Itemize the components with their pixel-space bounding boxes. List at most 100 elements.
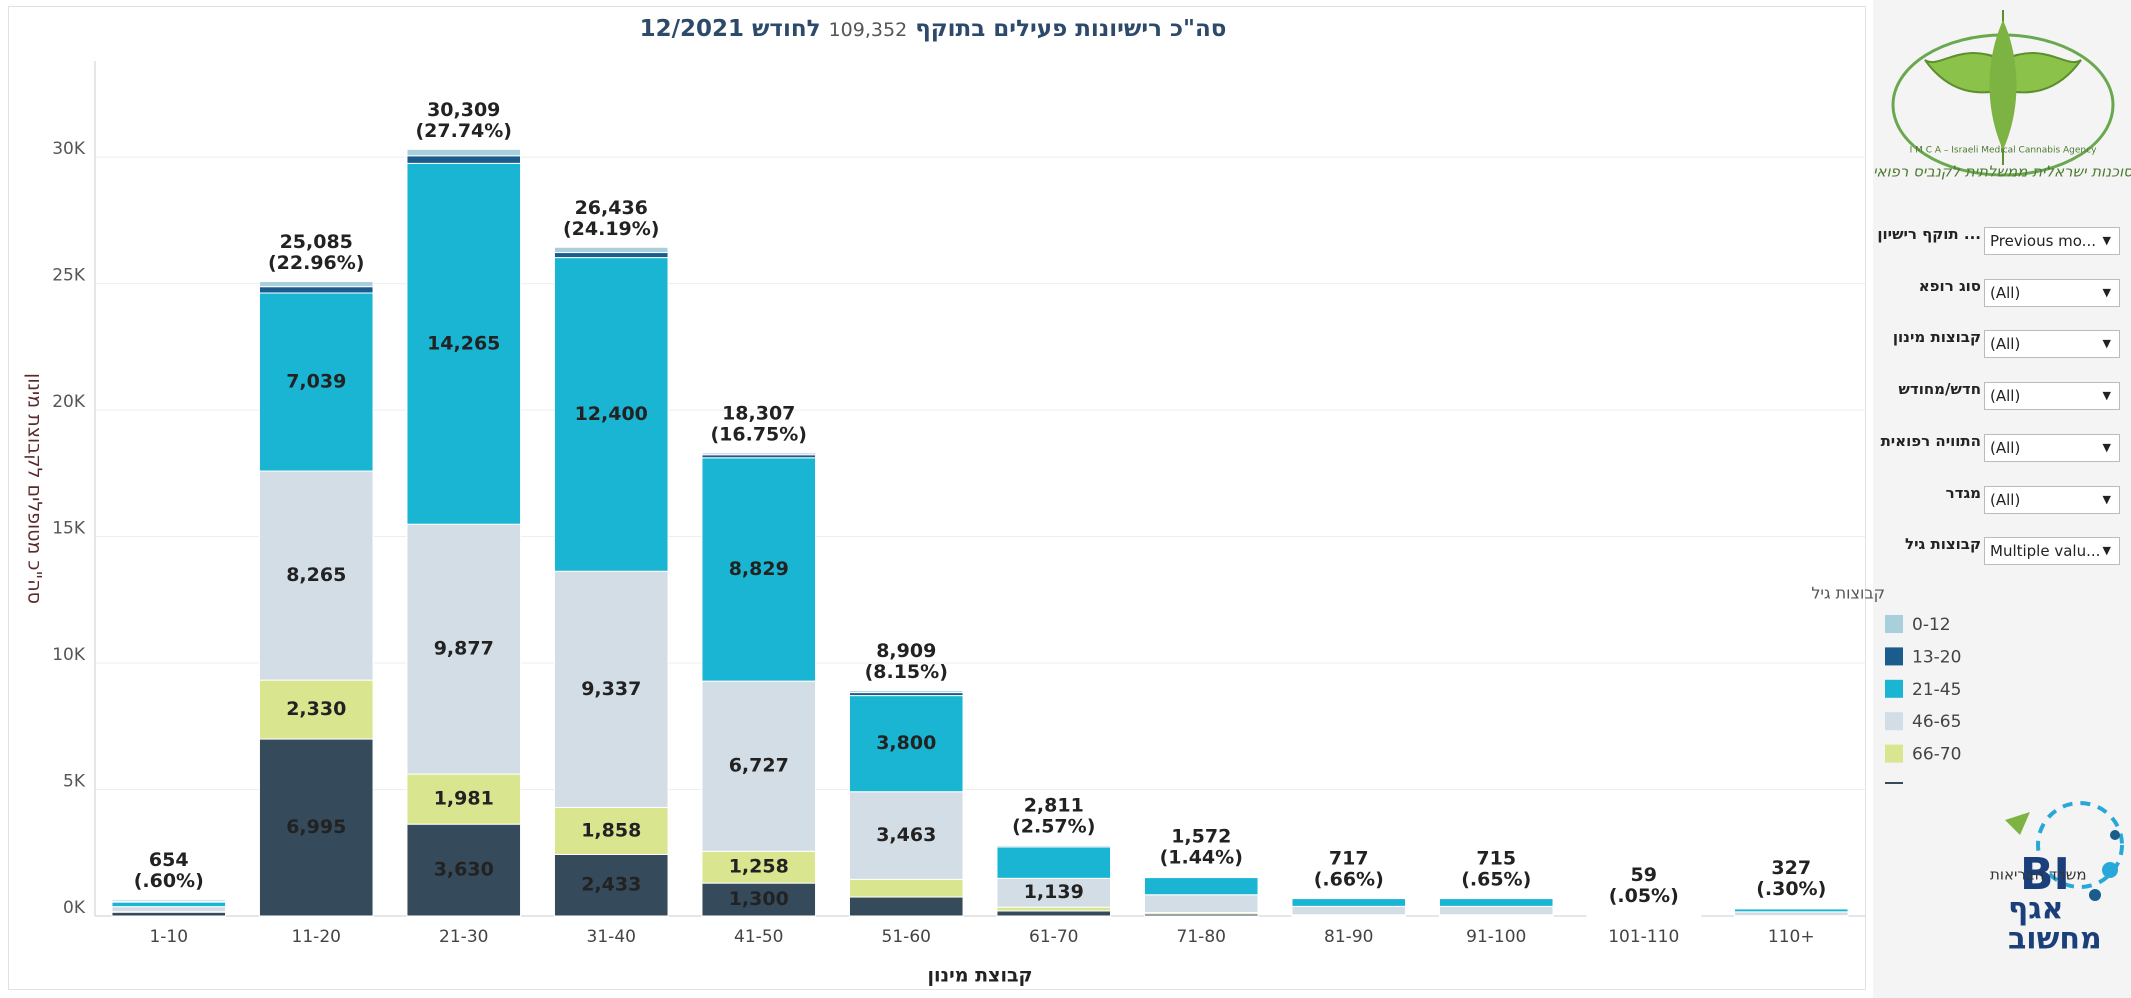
segment-label: 9,877 bbox=[434, 638, 494, 660]
logo-he: סוכנות ישראלית ממשלתית לקנביס רפואי bbox=[1873, 163, 2131, 181]
bar-segment bbox=[701, 457, 817, 682]
x-tick-label: 91-100 bbox=[1466, 927, 1526, 947]
y-tick-label: 25K bbox=[52, 266, 86, 286]
filter-label: קבוצות גיל bbox=[1905, 535, 1981, 554]
filter-label: ... תוקף רישיון bbox=[1877, 225, 1981, 243]
legend-swatch bbox=[1885, 744, 1903, 763]
bar-segment bbox=[996, 844, 1112, 847]
bar-segment bbox=[111, 906, 227, 913]
x-tick-label: 81-90 bbox=[1324, 927, 1373, 947]
filter-dropdown[interactable]: Multiple valu... bbox=[1984, 537, 2120, 566]
x-tick-label: 21-30 bbox=[439, 927, 488, 947]
legend-label: 21-45 bbox=[1912, 680, 1961, 700]
bi-computing: מחשוב bbox=[2008, 922, 2102, 957]
filter-label: מגדר bbox=[1945, 483, 1981, 502]
filter-dropdown[interactable]: (All) bbox=[1984, 278, 2120, 307]
bar-segment bbox=[258, 738, 374, 917]
filter-dropdown[interactable]: (All) bbox=[1984, 485, 2120, 514]
bar-segment bbox=[1438, 898, 1554, 907]
percent-label: (1.44%) bbox=[1160, 847, 1243, 869]
bar-segment bbox=[406, 823, 522, 917]
y-tick-label: 15K bbox=[52, 519, 86, 539]
segment-label: 1,258 bbox=[729, 856, 789, 878]
percent-label: (16.75%) bbox=[710, 423, 807, 445]
segment-label: 1,139 bbox=[1024, 881, 1084, 903]
x-tick-label: 11-20 bbox=[292, 927, 341, 947]
bar-segment bbox=[258, 470, 374, 681]
legend-label: 66-70 bbox=[1912, 745, 1961, 765]
legend-label: 46-65 bbox=[1912, 712, 1961, 732]
y-tick-label: 30K bbox=[52, 139, 86, 159]
bar-segment bbox=[848, 791, 964, 880]
total-label: 715 bbox=[1476, 847, 1516, 869]
filter-dropdown[interactable]: (All) bbox=[1984, 433, 2120, 462]
bar-segment bbox=[996, 906, 1112, 912]
bar-segment bbox=[553, 806, 669, 855]
percent-label: (22.96%) bbox=[268, 252, 365, 274]
percent-label: (.05%) bbox=[1609, 885, 1679, 907]
percent-label: (.66%) bbox=[1314, 868, 1384, 890]
logo-en: I M C A – Israeli Medical Cannabis Agenc… bbox=[1910, 146, 2098, 156]
filter-dropdown[interactable]: (All) bbox=[1984, 330, 2120, 359]
bar-segment bbox=[1438, 905, 1554, 916]
total-label: 2,811 bbox=[1024, 794, 1084, 816]
bar-segment bbox=[553, 257, 669, 572]
filter-dropdown[interactable]: Previous mo... bbox=[1984, 227, 2120, 255]
bi-ministry: משרד הבריאות bbox=[1990, 866, 2087, 884]
bar-segment bbox=[1143, 894, 1259, 913]
x-tick-label: 61-70 bbox=[1029, 927, 1078, 947]
bar-segment bbox=[258, 679, 374, 740]
segment-label: 1,981 bbox=[434, 788, 494, 810]
bar-segment bbox=[848, 896, 964, 917]
bi-logo: BI משרד הבריאות אגף מחשוב bbox=[1990, 801, 2124, 957]
y-tick-label: 10K bbox=[52, 645, 86, 665]
bar-segment bbox=[406, 773, 522, 825]
title: סה"כ רישיונות פעילים בתוקף 109,352 לחודש… bbox=[0, 16, 1866, 42]
bar-segment bbox=[406, 148, 522, 157]
segment-label: 14,265 bbox=[427, 332, 500, 354]
bar-segment bbox=[553, 853, 669, 917]
filter-label: חדש/מחודש bbox=[1898, 380, 1981, 399]
percent-label: (.30%) bbox=[1756, 878, 1826, 900]
bar-segment bbox=[111, 901, 227, 908]
segment-label: 3,630 bbox=[434, 859, 494, 881]
segment-label: 1,300 bbox=[729, 888, 789, 910]
x-tick-label: 110+ bbox=[1768, 927, 1815, 947]
x-tick-label: 31-40 bbox=[587, 927, 636, 947]
x-tick-label: 51-60 bbox=[882, 927, 931, 947]
x-tick-label: 41-50 bbox=[734, 927, 783, 947]
legend-title: קבוצות גיל bbox=[1811, 584, 1885, 603]
x-tick-label: 1-10 bbox=[149, 927, 188, 947]
legend-swatch bbox=[1885, 712, 1903, 731]
filter: התוויה רפואית (All) bbox=[1873, 432, 2131, 464]
legend-label: 0-12 bbox=[1912, 615, 1951, 635]
bar-segment bbox=[701, 680, 817, 852]
bar-segment bbox=[406, 162, 522, 525]
legend-swatch bbox=[1885, 647, 1903, 666]
bi-dept: אגף bbox=[2008, 892, 2064, 927]
segment-label: 3,800 bbox=[876, 732, 936, 754]
total-label: 1,572 bbox=[1171, 826, 1231, 848]
bar-segment bbox=[1291, 905, 1407, 916]
bar-segment bbox=[701, 850, 817, 884]
bar-segment bbox=[848, 878, 964, 898]
filter: חדש/מחודש (All) bbox=[1873, 380, 2131, 412]
bar-segment bbox=[111, 898, 227, 902]
total-label: 30,309 bbox=[427, 99, 500, 121]
total-label: 59 bbox=[1631, 864, 1657, 886]
filter-label: סוג רופא bbox=[1918, 276, 1981, 295]
bar-segment bbox=[996, 846, 1112, 879]
bar-segment bbox=[848, 695, 964, 793]
segment-label: 2,433 bbox=[581, 874, 641, 896]
bar-segment bbox=[258, 286, 374, 294]
total-label: 8,909 bbox=[876, 640, 936, 662]
segment-label: 9,337 bbox=[581, 678, 641, 700]
total-label: 717 bbox=[1329, 847, 1369, 869]
total-label: 654 bbox=[149, 849, 189, 871]
bar-segment bbox=[111, 911, 227, 917]
segment-label: 12,400 bbox=[575, 403, 648, 425]
segment-label: 8,265 bbox=[286, 564, 346, 586]
bar-segment bbox=[1143, 875, 1259, 878]
x-tick-label: 71-80 bbox=[1177, 927, 1226, 947]
filter-dropdown[interactable]: (All) bbox=[1984, 382, 2120, 411]
